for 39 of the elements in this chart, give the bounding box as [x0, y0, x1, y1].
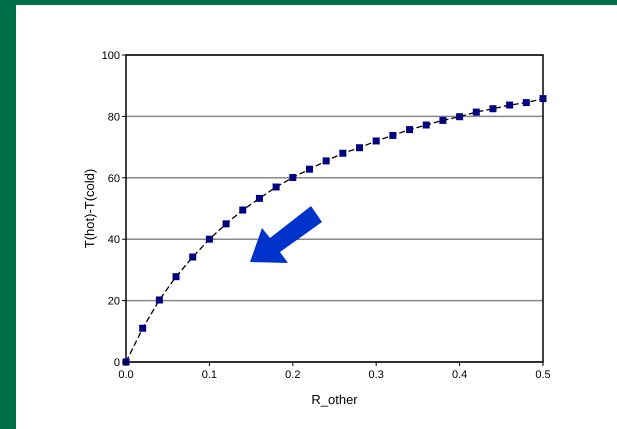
point [306, 166, 313, 173]
point [406, 126, 414, 134]
y-axis-title: T(hot)-T(cold) [82, 168, 97, 248]
point [356, 144, 364, 152]
y-tick-label: 100 [102, 50, 120, 62]
x-tick-label: 0.1 [202, 369, 218, 381]
point [540, 95, 546, 102]
x-axis-title: R_other [311, 392, 358, 407]
x-tick-label: 0.4 [452, 369, 468, 381]
point [439, 116, 446, 124]
x-tick-label: 0.2 [285, 369, 300, 381]
point [206, 236, 213, 243]
x-tick-label: 0.0 [118, 369, 134, 381]
point [339, 150, 346, 157]
x-tick-label: 0.5 [535, 369, 551, 381]
point [322, 157, 330, 164]
point [289, 174, 296, 181]
y-tick-label: 80 [108, 111, 120, 124]
point [456, 113, 464, 120]
point [172, 273, 180, 280]
point [389, 132, 396, 139]
y-tick-label: 0 [114, 357, 120, 369]
y-tick-label: 40 [108, 234, 120, 246]
point [372, 137, 380, 144]
y-tick-label: 60 [108, 172, 120, 185]
point [272, 184, 280, 191]
x-tick-label: 0.3 [368, 369, 384, 381]
point [139, 324, 146, 332]
point [522, 99, 530, 106]
point [189, 254, 196, 261]
y-tick-label: 20 [108, 296, 120, 308]
point [489, 105, 496, 112]
point [422, 121, 430, 128]
point [156, 296, 163, 304]
point [506, 102, 514, 109]
point [222, 220, 230, 228]
point [472, 108, 480, 116]
point [239, 206, 246, 214]
point [256, 194, 263, 202]
